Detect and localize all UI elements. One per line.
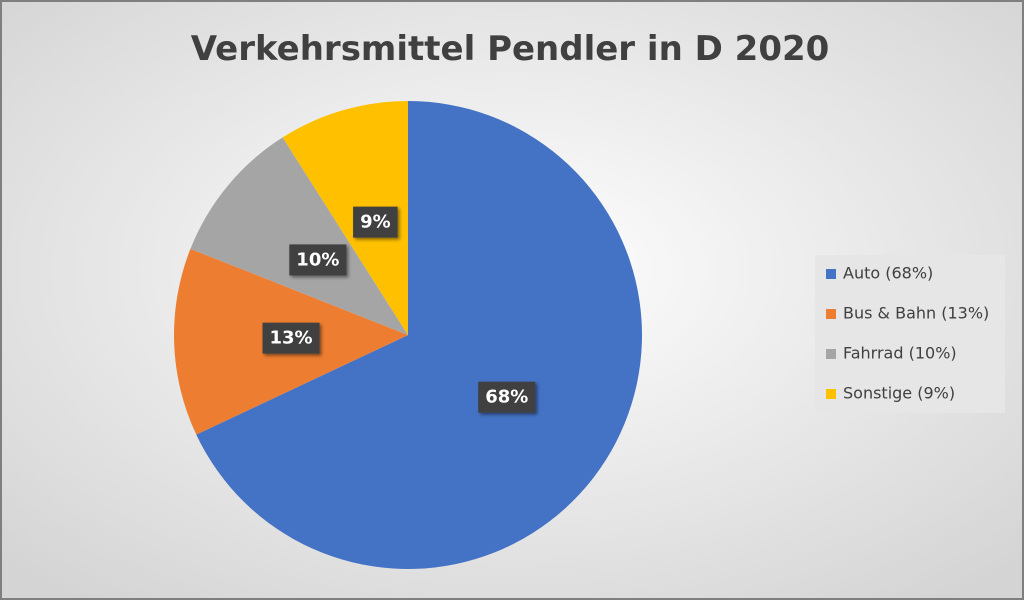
pie-slice [282, 101, 408, 335]
legend-box [815, 255, 1005, 413]
chart-title: Verkehrsmittel Pendler in D 2020 [191, 29, 830, 69]
value-label-group: 13% [262, 322, 320, 354]
value-label-group: 9% [353, 206, 398, 238]
pie-slice [196, 101, 642, 570]
legend-label: Sonstige (9%) [843, 384, 955, 403]
value-label-group: 68% [478, 381, 536, 413]
value-label: 9% [360, 212, 391, 233]
value-label-box [478, 381, 536, 413]
value-label-box [353, 206, 398, 238]
value-label-group: 10% [289, 244, 347, 276]
legend-swatch [826, 309, 836, 319]
pie-slice [190, 137, 408, 335]
legend-swatch [826, 349, 836, 359]
value-label: 13% [270, 328, 313, 349]
legend-swatch [826, 389, 836, 399]
value-label-box [262, 322, 320, 354]
legend-label: Auto (68%) [843, 264, 933, 283]
legend-swatch [826, 269, 836, 279]
value-label: 68% [485, 387, 528, 408]
legend-label: Bus & Bahn (13%) [843, 304, 989, 323]
value-label: 10% [296, 249, 339, 270]
value-label-box [289, 244, 347, 276]
legend-label: Fahrrad (10%) [843, 344, 957, 363]
